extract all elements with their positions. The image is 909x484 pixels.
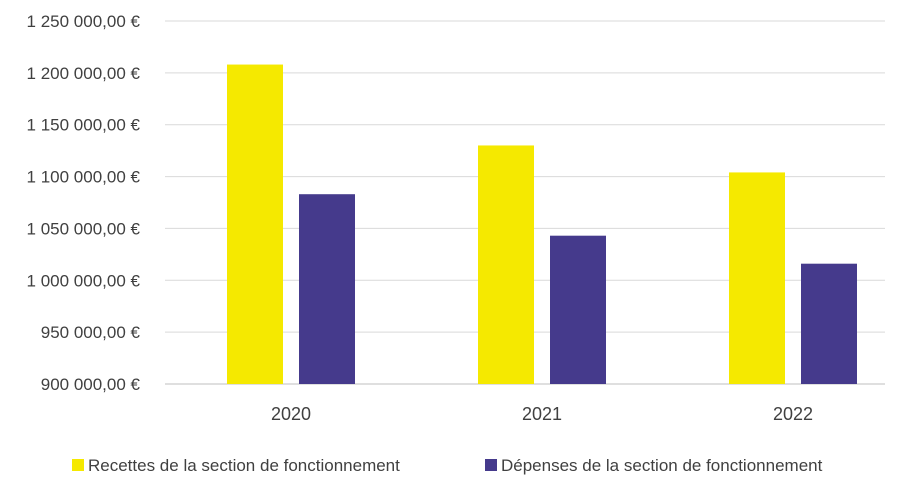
legend-swatch-recettes: [72, 459, 84, 471]
bar-recettes-2021: [478, 145, 534, 384]
y-tick-label: 1 000 000,00 €: [27, 271, 141, 290]
x-tick-label-2022: 2022: [773, 404, 813, 424]
legend-swatch-depenses: [485, 459, 497, 471]
y-tick-label: 1 050 000,00 €: [27, 219, 141, 238]
legend-label-recettes: Recettes de la section de fonctionnement: [88, 456, 400, 475]
y-axis-tick-labels: 900 000,00 € 950 000,00 € 1 000 000,00 € 1 …: [27, 12, 141, 394]
bar-depenses-2021: [550, 235, 606, 384]
bar-depenses-2022: [801, 263, 857, 384]
bar-recettes-2020: [227, 64, 283, 384]
y-tick-label: 1 100 000,00 €: [27, 168, 141, 187]
y-tick-label: 1 250 000,00 €: [27, 12, 141, 31]
bar-recettes-2022: [729, 172, 785, 384]
x-axis-tick-labels: 2020 2021 2022: [271, 404, 813, 424]
legend: Recettes de la section de fonctionnement…: [72, 456, 823, 475]
legend-label-depenses: Dépenses de la section de fonctionnement: [501, 456, 823, 475]
y-tick-label: 1 200 000,00 €: [27, 64, 141, 83]
y-tick-label: 900 000,00 €: [41, 375, 141, 394]
x-tick-label-2020: 2020: [271, 404, 311, 424]
x-tick-label-2021: 2021: [522, 404, 562, 424]
bars: [227, 64, 857, 384]
y-tick-label: 1 150 000,00 €: [27, 116, 141, 135]
y-tick-label: 950 000,00 €: [41, 323, 141, 342]
bar-depenses-2020: [299, 194, 355, 384]
